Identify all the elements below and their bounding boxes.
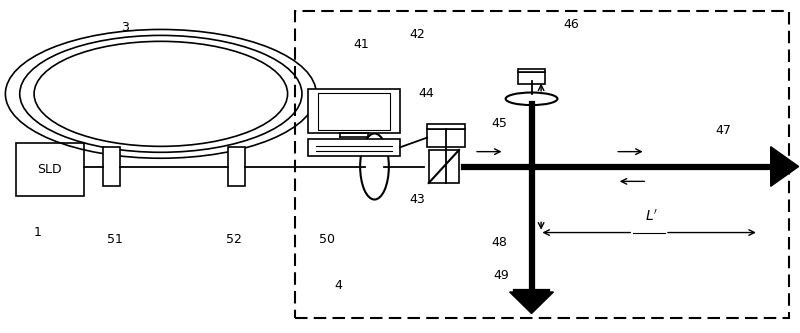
Bar <box>518 72 546 84</box>
Text: 45: 45 <box>492 117 507 130</box>
Text: $L'$: $L'$ <box>645 208 658 224</box>
Bar <box>318 93 390 130</box>
Bar <box>429 150 459 183</box>
Text: 43: 43 <box>410 193 426 206</box>
Text: 47: 47 <box>715 124 731 137</box>
Bar <box>294 11 789 318</box>
Bar <box>308 139 400 156</box>
Bar <box>102 147 120 186</box>
Bar <box>427 124 466 129</box>
Text: 48: 48 <box>491 236 506 249</box>
Text: 50: 50 <box>318 233 334 246</box>
Text: 41: 41 <box>354 38 370 51</box>
Text: 3: 3 <box>121 21 129 34</box>
Text: SLD: SLD <box>38 163 62 176</box>
Text: 4: 4 <box>334 279 342 292</box>
Text: 46: 46 <box>563 18 579 31</box>
Text: 42: 42 <box>410 28 426 41</box>
Polygon shape <box>510 292 554 313</box>
Text: 44: 44 <box>418 87 434 100</box>
Bar <box>228 147 246 186</box>
Text: 1: 1 <box>34 226 42 239</box>
Polygon shape <box>770 147 798 186</box>
Text: 52: 52 <box>226 233 242 246</box>
Bar <box>16 144 83 196</box>
Text: 51: 51 <box>107 233 123 246</box>
Text: 49: 49 <box>494 269 509 282</box>
Bar <box>518 69 546 72</box>
Bar <box>308 89 400 134</box>
Bar <box>427 129 466 147</box>
